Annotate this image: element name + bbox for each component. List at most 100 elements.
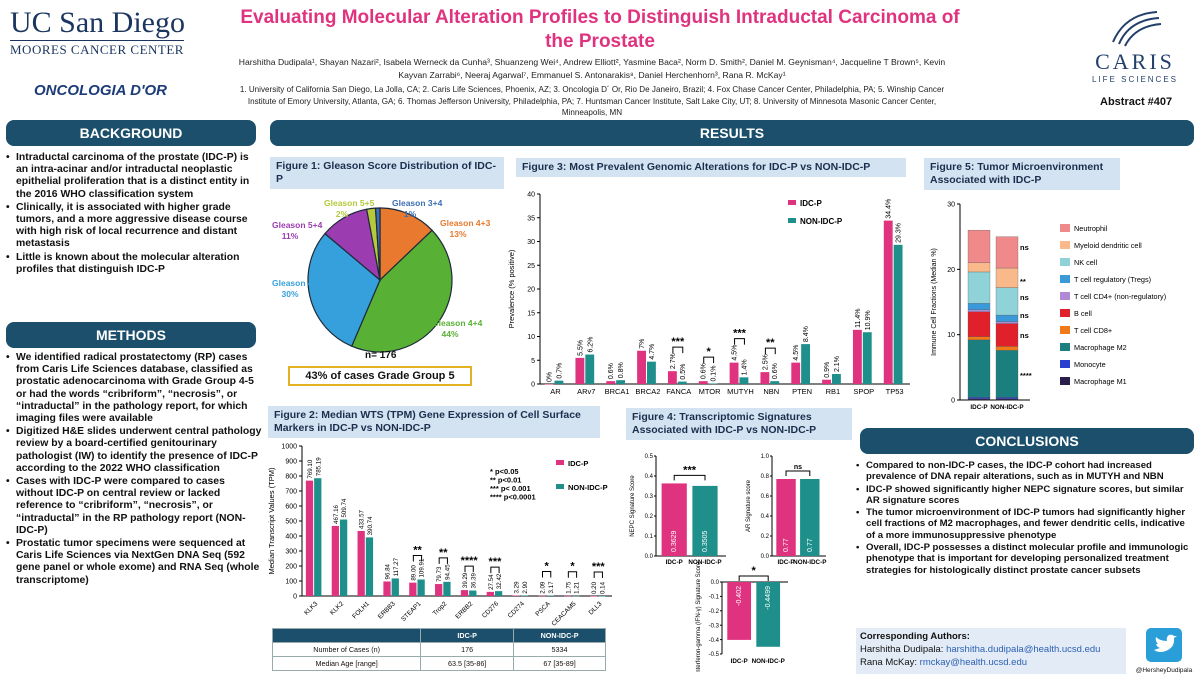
data-label: 109.91 <box>419 558 426 577</box>
stacked-segment <box>995 287 1019 316</box>
legend-label: T cell regulatory (Tregs) <box>1074 275 1151 284</box>
stacked-segment <box>967 397 991 399</box>
bar <box>883 220 893 384</box>
x-tick-label: MTOR <box>699 387 722 396</box>
pie-label: Gleason 3+4 <box>392 198 443 208</box>
pie-slice <box>307 232 381 347</box>
x-tick-label: ERBB2 <box>454 600 474 620</box>
bar <box>544 384 554 385</box>
y-tick-label: 10 <box>947 332 955 339</box>
y-tick-label: 30 <box>947 202 955 209</box>
x-tick-label: BRCA1 <box>605 387 630 396</box>
legend-swatch <box>1060 292 1070 300</box>
ucsd-logo-line1: UC San Diego <box>10 6 185 39</box>
x-tick-label: NON-IDC-P <box>990 404 1023 411</box>
x-tick-label: IDC-P <box>777 559 794 566</box>
legend-swatch <box>556 484 564 489</box>
data-label: 4.7% <box>649 344 656 360</box>
conclusion-bullet: Overall, IDC-P possesses a distinct mole… <box>856 542 1194 576</box>
y-axis-label: Prevalence (% positive) <box>507 249 516 328</box>
table-cell: Number of Cases (n) <box>271 642 422 657</box>
poster-title: Evaluating Molecular Alteration Profiles… <box>240 7 960 52</box>
bar <box>801 344 811 384</box>
y-tick-label: 0 <box>531 382 535 389</box>
bar <box>443 581 451 596</box>
data-label: 0.6% <box>701 363 708 379</box>
y-tick-label: 0.4 <box>645 474 654 480</box>
y-tick-label: 30 <box>527 239 535 246</box>
legend-label: Macrophage M1 <box>1074 377 1127 386</box>
pie-pct: 2% <box>336 209 349 219</box>
data-label: 0.6% <box>608 363 615 379</box>
data-label: 0% <box>547 372 554 382</box>
x-tick-label: KLK3 <box>303 600 319 616</box>
cohort-table: IDC-P NON-IDC-P Number of Cases (n) 176 … <box>271 628 606 671</box>
legend-label: B cell <box>1074 309 1092 318</box>
data-label: 117.27 <box>393 557 400 576</box>
sig-mark: * <box>752 565 757 577</box>
data-label: 3.29 <box>514 581 521 594</box>
bar <box>585 354 595 384</box>
background-bullet: Clinically, it is associated with higher… <box>6 202 258 251</box>
y-axis-label: Median Transcript Values (TPM) <box>267 467 276 574</box>
bar <box>598 595 606 597</box>
y-tick-label: 0.5 <box>645 454 654 460</box>
y-tick-label: 0.2 <box>645 514 654 520</box>
data-label: 27.54 <box>488 574 495 590</box>
y-tick-label: 0.6 <box>761 494 770 500</box>
x-tick-label: IDC-P <box>731 658 748 665</box>
legend-label: NON-IDC-P <box>800 217 843 226</box>
sig-mark: *** <box>733 328 747 340</box>
stacked-segment <box>995 398 1019 401</box>
contact-email[interactable]: harshitha.dudipala@health.ucsd.edu <box>946 644 1101 655</box>
y-tick-label: 500 <box>285 519 297 526</box>
legend-label: Macrophage M2 <box>1074 343 1127 352</box>
pie-slices <box>307 207 453 353</box>
background-bullet: Little is known about the molecular alte… <box>6 252 258 276</box>
data-label: 0.5% <box>680 364 687 380</box>
data-label: 2.1% <box>834 356 841 372</box>
sig-mark: ** <box>439 547 448 559</box>
legend-swatch <box>1060 241 1070 249</box>
conclusion-bullet: The tumor microenvironment of IDC-P tumo… <box>856 507 1194 541</box>
pie-pct: 30% <box>281 289 298 299</box>
y-tick-label: -0.2 <box>709 609 720 615</box>
sig-bracket <box>412 555 423 562</box>
x-tick-label: CD276 <box>481 600 501 620</box>
sig-mark: ns <box>794 464 802 471</box>
bar <box>564 595 572 597</box>
legend-label: Myeloid dendritic cell <box>1074 241 1142 250</box>
bar <box>331 525 339 596</box>
legend-swatch <box>1060 258 1070 266</box>
x-tick-label: IDC-P <box>970 404 987 411</box>
data-label: 509.74 <box>341 498 348 517</box>
bar <box>739 377 749 384</box>
bar <box>494 591 503 596</box>
data-label: 390.74 <box>367 516 374 535</box>
abstract-number: Abstract #407 <box>1100 96 1173 108</box>
stacked-segment <box>995 236 1019 269</box>
x-tick-label: CD274 <box>507 600 527 620</box>
bar <box>637 350 646 384</box>
twitter-block[interactable]: @HersheyDudipala <box>1134 628 1194 674</box>
sig-mark: ** <box>766 337 775 349</box>
bar <box>667 371 677 384</box>
data-label: 467.16 <box>333 504 340 523</box>
contact-email[interactable]: rmckay@health.ucsd.edu <box>919 657 1028 668</box>
y-tick-label: 400 <box>285 534 297 541</box>
sig-mark: ns <box>1020 293 1029 302</box>
x-tick-label: NON-IDC-P <box>688 559 721 566</box>
twitter-bird-icon <box>1146 628 1182 662</box>
x-tick-label: MUTYH <box>727 387 754 396</box>
y-axis-label: Interferon-gamma (IFN-γ) Signature Score <box>696 561 702 672</box>
bar <box>727 582 752 640</box>
fig2-title: Figure 2: Median WTS (TPM) Gene Expressi… <box>268 406 600 438</box>
bar <box>862 332 872 384</box>
stacked-segment <box>967 311 991 337</box>
y-tick-label: 600 <box>285 504 297 511</box>
bar <box>800 479 820 556</box>
y-tick-label: 1.0 <box>761 454 770 460</box>
x-tick-label: DLL3 <box>588 600 604 616</box>
table-cell: Median Age [range] <box>271 656 422 671</box>
y-tick-label: 0 <box>293 594 297 601</box>
